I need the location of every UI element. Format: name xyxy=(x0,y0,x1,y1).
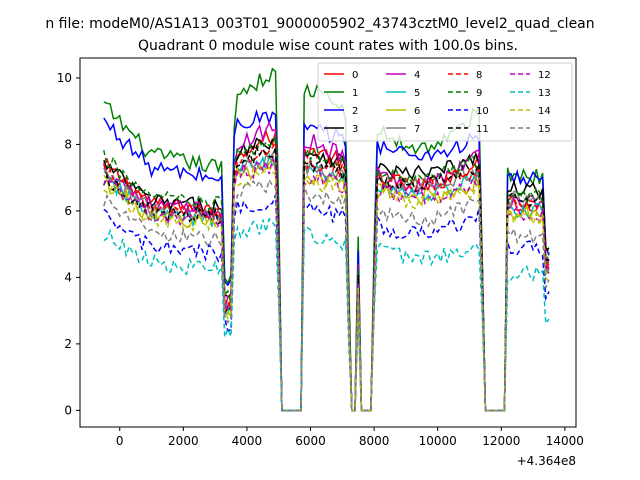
series-line-11 xyxy=(103,143,550,412)
x-tick-label: 0 xyxy=(116,434,124,448)
x-tick-label: 6000 xyxy=(295,434,326,448)
figure-suptitle: n file: modeM0/AS1A13_003T01_9000005902_… xyxy=(45,16,594,32)
series-line-10 xyxy=(103,194,550,412)
series-line-9 xyxy=(103,136,550,412)
legend-label-14: 14 xyxy=(538,106,551,117)
legend-label-7: 7 xyxy=(414,124,420,135)
x-offset-text: +4.364e8 xyxy=(517,454,576,468)
series-line-14 xyxy=(103,166,550,412)
series-line-7 xyxy=(103,152,550,412)
legend-label-3: 3 xyxy=(352,124,358,135)
legend-label-12: 12 xyxy=(538,70,551,81)
y-tick-label: 6 xyxy=(64,204,72,218)
series-line-6 xyxy=(103,155,550,412)
legend-label-2: 2 xyxy=(352,106,358,117)
legend-label-8: 8 xyxy=(476,70,482,81)
x-tick-label: 10000 xyxy=(419,434,457,448)
series-line-13 xyxy=(103,217,550,412)
legend-label-13: 13 xyxy=(538,88,551,99)
series-layer xyxy=(103,67,550,412)
legend-label-11: 11 xyxy=(476,124,489,135)
legend-label-4: 4 xyxy=(414,70,420,81)
legend-label-9: 9 xyxy=(476,88,482,99)
x-tick-label: 2000 xyxy=(168,434,199,448)
y-tick-label: 0 xyxy=(64,403,72,417)
legend-label-6: 6 xyxy=(414,106,420,117)
x-tick-label: 4000 xyxy=(232,434,263,448)
chart-title: Quadrant 0 module wise count rates with … xyxy=(138,38,518,54)
series-line-12 xyxy=(103,157,550,412)
series-line-4 xyxy=(103,120,550,412)
x-tick-label: 14000 xyxy=(546,434,584,448)
plot-frame xyxy=(79,57,577,428)
legend-box xyxy=(317,62,573,142)
y-tick-label: 10 xyxy=(57,71,72,85)
x-tick-label: 8000 xyxy=(359,434,390,448)
legend-label-1: 1 xyxy=(352,88,358,99)
legend-label-0: 0 xyxy=(352,70,358,81)
legend-label-15: 15 xyxy=(538,124,551,135)
series-line-8 xyxy=(103,139,550,412)
legend-label-10: 10 xyxy=(476,106,489,117)
y-tick-label: 2 xyxy=(64,337,72,351)
x-tick-label: 12000 xyxy=(482,434,520,448)
y-axis: 0 2 4 6 8 10 xyxy=(57,71,80,417)
y-tick-label: 8 xyxy=(64,137,72,151)
legend-label-5: 5 xyxy=(414,88,420,99)
y-tick-label: 4 xyxy=(64,270,72,284)
x-axis: 0 2000 4000 6000 8000 10000 12000 14000 xyxy=(116,427,584,448)
